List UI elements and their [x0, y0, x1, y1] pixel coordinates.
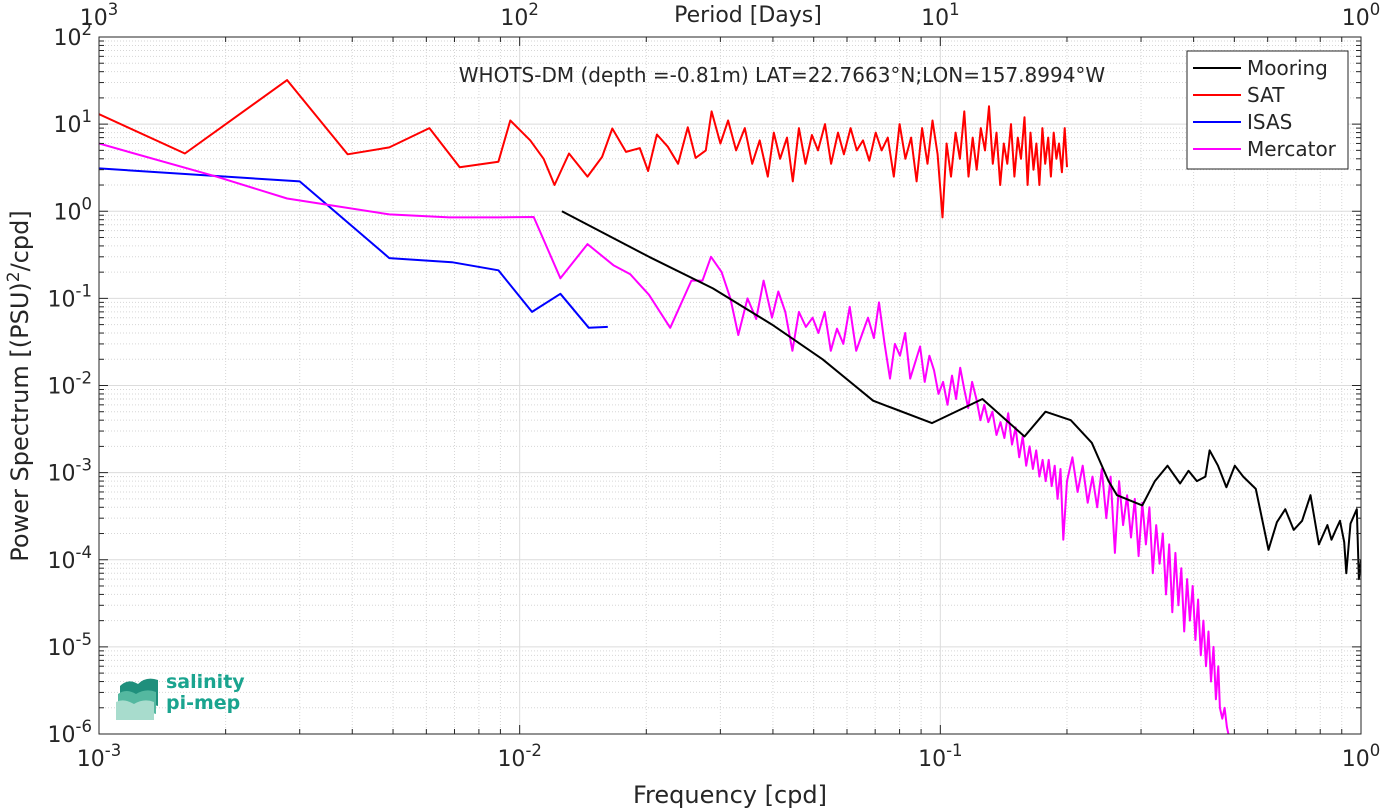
legend: Mooring SAT ISAS Mercator — [1186, 50, 1349, 170]
axis-ticks — [98, 36, 1362, 735]
salinity-pi-mep-logo: salinity pi-mep — [116, 672, 256, 722]
logo-line-1: salinity — [166, 671, 245, 693]
x-tick-label: 100 — [1342, 741, 1381, 772]
y-tick-label: 100 — [54, 194, 93, 225]
chart-title: WHOTS-DM (depth =-0.81m) LAT=22.7663°N;L… — [459, 63, 1106, 87]
x2-tick-label: 102 — [500, 0, 539, 31]
series-layer — [99, 79, 1361, 734]
x2-tick-label: 101 — [921, 0, 960, 31]
y-tick-label: 10-4 — [48, 543, 92, 574]
x2-axis-label: Period [Days] — [674, 3, 822, 28]
x-tick-label: 10-2 — [497, 741, 541, 772]
logo-text: salinity pi-mep — [166, 672, 245, 714]
series-line-mooring — [561, 210, 1361, 581]
x-tick-labels: 10-3 10-2 10-1 100 — [77, 741, 1380, 772]
x-axis-label: Frequency [cpd] — [633, 781, 827, 809]
x-tick-label: 10-3 — [77, 741, 121, 772]
y-tick-label: 102 — [54, 20, 93, 51]
y-tick-label: 10-1 — [48, 281, 92, 312]
series-line-sat — [99, 79, 1068, 219]
y-tick-labels: 10-6 10-5 10-4 10-3 10-2 10-1 100 101 102 — [48, 20, 92, 748]
x2-tick-labels: 103 102 101 100 — [80, 0, 1381, 31]
y-tick-label: 10-5 — [48, 630, 92, 661]
y-tick-label: 10-3 — [48, 456, 92, 487]
logo-line-2: pi-mep — [166, 692, 241, 714]
series-line-isas — [99, 167, 608, 329]
logo-waves-icon — [116, 678, 158, 720]
legend-label-mooring: Mooring — [1247, 56, 1328, 80]
y-tick-label: 10-6 — [48, 717, 92, 748]
y-tick-label: 10-2 — [48, 369, 92, 400]
series-line-mercator — [99, 142, 1230, 734]
y-axis-label: Power Spectrum [(PSU)2/cpd] — [4, 210, 34, 561]
y-tick-label: 101 — [54, 107, 93, 138]
x2-tick-label: 100 — [1342, 0, 1381, 31]
x-tick-label: 10-1 — [918, 741, 962, 772]
legend-label-sat: SAT — [1247, 83, 1285, 107]
legend-label-isas: ISAS — [1247, 110, 1292, 134]
legend-label-mercator: Mercator — [1247, 137, 1337, 161]
x2-tick-label: 103 — [80, 0, 119, 31]
